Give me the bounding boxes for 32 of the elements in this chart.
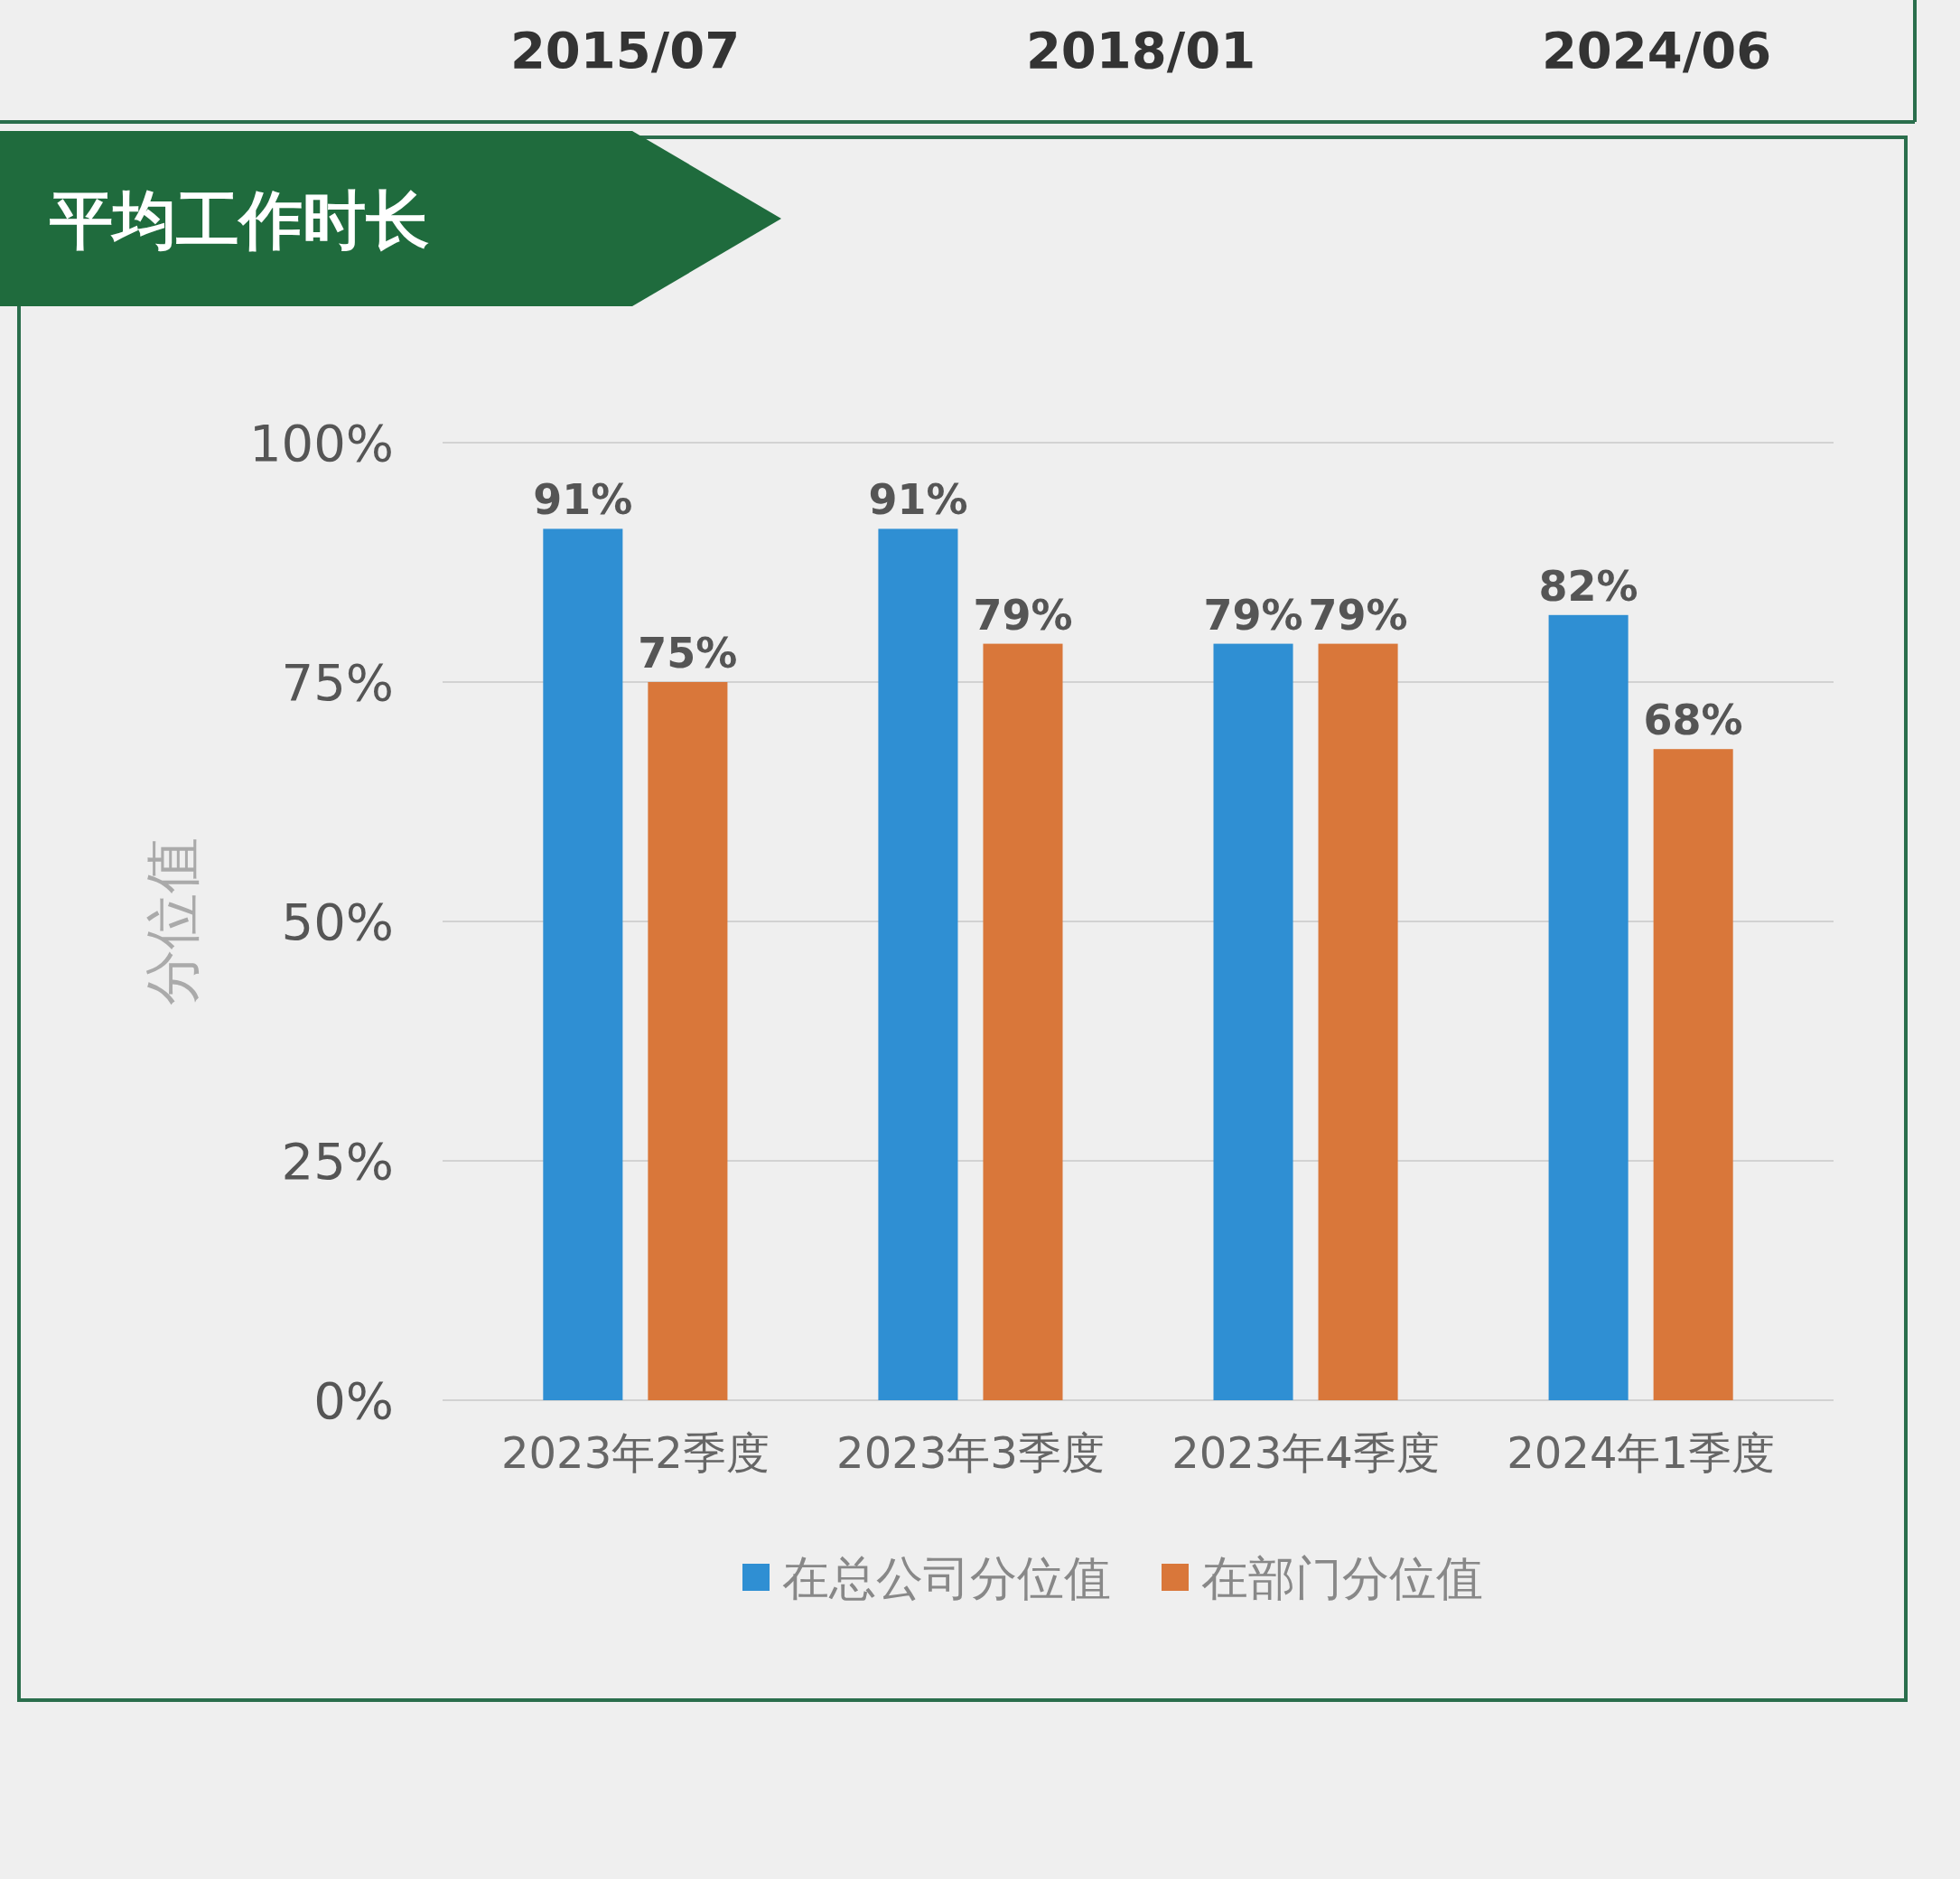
y-tick-label: 50% [281,892,394,951]
y-tick-label: 75% [281,652,394,712]
data-label: 68% [1643,696,1743,745]
text: 2024/06 [1541,21,1772,79]
bar [648,682,728,1400]
y-axis-title: 分位值 [138,837,205,1005]
legend-label: 在部门分位值 [1201,1551,1483,1605]
bar [543,528,623,1400]
bar [878,528,958,1400]
x-tick-label: 2023年4季度 [1171,1427,1440,1478]
legend-label: 在总公司分位值 [782,1551,1111,1605]
data-label: 91% [868,475,968,525]
bar [1653,749,1733,1400]
x-tick-label: 2024年1季度 [1507,1427,1775,1478]
data-label: 79% [1203,590,1303,640]
bar [983,643,1063,1400]
bar [1318,643,1398,1400]
bar [1213,643,1293,1400]
data-label: 91% [533,475,633,525]
x-tick-label: 2023年3季度 [836,1427,1105,1478]
data-label: 79% [1308,590,1408,640]
data-label: 82% [1538,561,1638,611]
text: 2018/01 [1025,21,1256,79]
text: 2015/07 [509,21,741,79]
data-label: 79% [973,590,1073,640]
y-tick-label: 0% [313,1370,394,1430]
bar [1548,614,1629,1400]
x-tick-label: 2023年2季度 [501,1427,770,1478]
y-tick-label: 100% [248,413,394,472]
chart-title: 平均工作时长 [49,183,429,257]
data-label: 75% [638,629,738,678]
y-tick-label: 25% [281,1131,394,1191]
